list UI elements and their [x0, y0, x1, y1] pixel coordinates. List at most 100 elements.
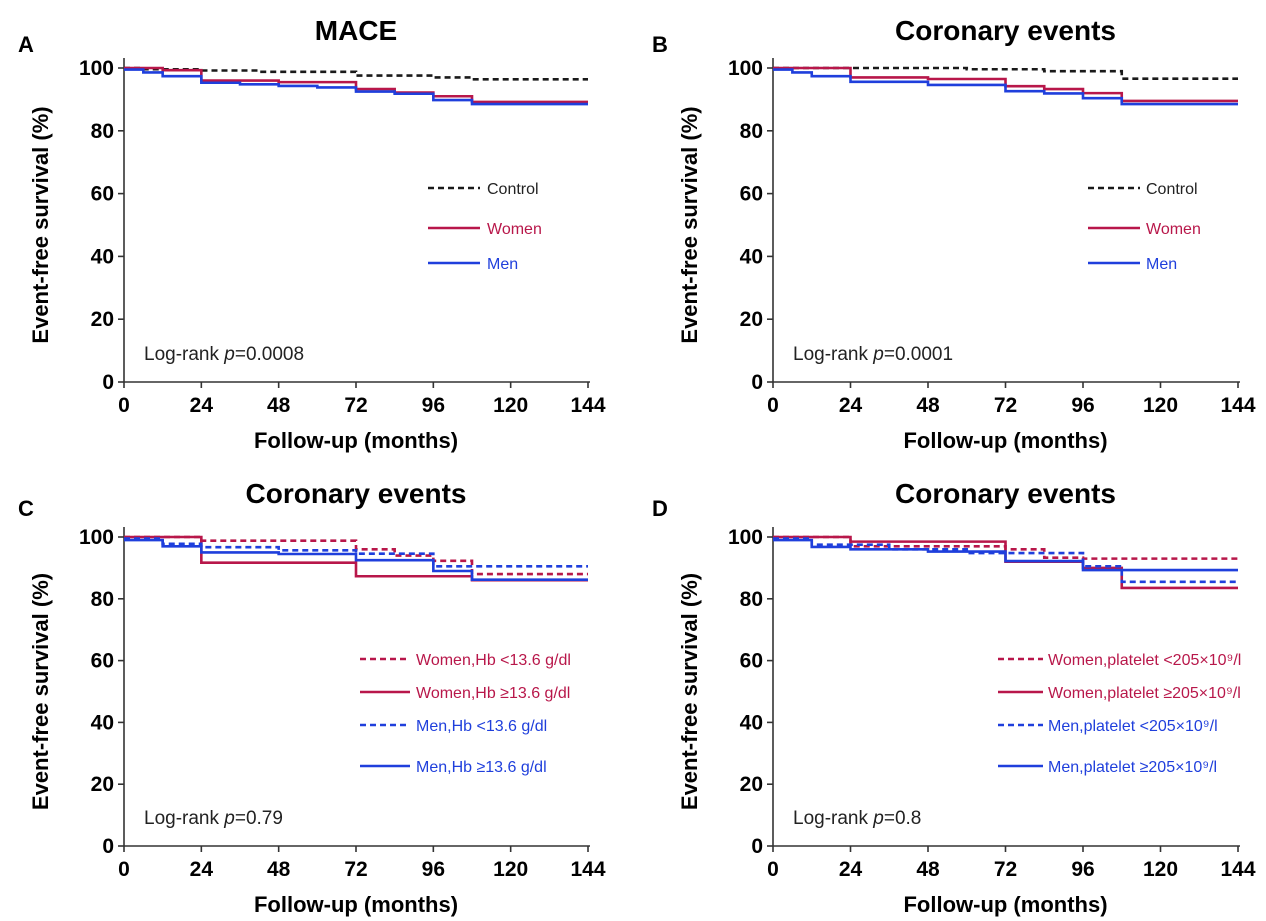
y-axis-label: Event-free survival (%): [28, 106, 53, 343]
series-line-men: [124, 68, 588, 106]
panel-a: A MACE 0 24 48 72 96 120 144 0 20 40 60 80 100 Follow-u…: [18, 15, 606, 453]
y-tick-label: 60: [740, 183, 763, 206]
y-tick-label: 100: [79, 57, 114, 80]
panel-d: D Coronary events 0 24 48 72 96 120 144 0 20 40 60 80…: [652, 478, 1256, 917]
series-line-men: [773, 68, 1238, 106]
y-tick-label: 40: [740, 245, 763, 268]
legend-label: Men: [1146, 256, 1177, 273]
legend-label: Control: [487, 181, 539, 198]
legend-label: Women,platelet ≥205×10⁹/l: [1048, 685, 1241, 702]
x-tick-label: 144: [1220, 858, 1255, 881]
log-rank-p: p: [223, 808, 235, 829]
panel-letter: A: [18, 32, 34, 57]
legend-label: Men: [487, 256, 518, 273]
x-tick-label: 120: [1143, 858, 1178, 881]
x-tick-label: 0: [767, 858, 779, 881]
y-tick-label: 100: [79, 526, 114, 549]
x-tick-label: 48: [267, 858, 291, 881]
series-line-women: [773, 66, 1238, 103]
legend-label: Men,platelet ≥205×10⁹/l: [1048, 759, 1217, 776]
x-tick-label: 72: [994, 858, 1017, 881]
y-tick-label: 0: [751, 835, 763, 858]
log-rank-value: =0.8: [884, 808, 922, 829]
y-tick-label: 0: [751, 371, 763, 394]
y-tick-label: 0: [102, 835, 114, 858]
log-rank-p: p: [223, 344, 235, 365]
x-tick-label: 48: [267, 394, 291, 417]
log-rank-value: =0.79: [235, 808, 283, 829]
legend-label: Men,Hb ≥13.6 g/dl: [416, 759, 547, 776]
x-tick-label: 0: [118, 858, 130, 881]
log-rank-annotation: Log-rank p=0.0001: [793, 344, 953, 365]
x-tick-label: 24: [839, 394, 863, 417]
y-tick-label: 100: [728, 526, 763, 549]
x-axis-label: Follow-up (months): [254, 428, 458, 453]
log-rank-prefix: Log-rank: [144, 344, 224, 365]
x-tick-label: 96: [1071, 858, 1094, 881]
log-rank-annotation: Log-rank p=0.0008: [144, 344, 304, 365]
log-rank-prefix: Log-rank: [793, 344, 873, 365]
legend-label: Women: [487, 221, 542, 238]
y-tick-label: 20: [740, 308, 763, 331]
series-line-men-hb-13-6-g-dl: [124, 538, 588, 581]
panel-letter: B: [652, 32, 668, 57]
y-tick-label: 20: [91, 773, 114, 796]
x-tick-label: 24: [190, 858, 214, 881]
legend-label: Women: [1146, 221, 1201, 238]
chart-title: MACE: [315, 15, 397, 46]
panel-c: C Coronary events 0 24 48 72 96 120 144 0 20 40 60 80…: [18, 478, 606, 917]
y-tick-label: 20: [91, 308, 114, 331]
series-line-women: [124, 66, 588, 104]
x-tick-label: 72: [344, 858, 367, 881]
chart-title: Coronary events: [895, 15, 1116, 46]
x-tick-label: 144: [1220, 394, 1255, 417]
x-tick-label: 0: [118, 394, 130, 417]
y-tick-label: 100: [728, 57, 763, 80]
x-tick-label: 96: [1071, 394, 1094, 417]
y-axis-label: Event-free survival (%): [28, 573, 53, 810]
x-tick-label: 144: [570, 858, 605, 881]
y-tick-label: 60: [740, 650, 763, 673]
log-rank-annotation: Log-rank p=0.79: [144, 808, 283, 829]
y-tick-label: 40: [740, 711, 763, 734]
y-tick-label: 40: [91, 711, 114, 734]
y-axis-label: Event-free survival (%): [677, 106, 702, 343]
y-tick-label: 80: [740, 588, 763, 611]
panel-b: B Coronary events 0 24 48 72 96 120 144 0 20 40 60 80…: [652, 15, 1256, 453]
x-tick-label: 144: [570, 394, 605, 417]
x-tick-label: 24: [190, 394, 214, 417]
x-tick-label: 96: [422, 394, 445, 417]
legend-label: Control: [1146, 181, 1198, 198]
x-tick-label: 72: [994, 394, 1017, 417]
y-tick-label: 0: [102, 371, 114, 394]
legend-label: Women,Hb ≥13.6 g/dl: [416, 685, 570, 702]
x-tick-label: 120: [1143, 394, 1178, 417]
log-rank-p: p: [872, 344, 884, 365]
log-rank-prefix: Log-rank: [793, 808, 873, 829]
legend-label: Men,Hb <13.6 g/dl: [416, 718, 547, 735]
y-tick-label: 60: [91, 650, 114, 673]
legend-label: Women,Hb <13.6 g/dl: [416, 652, 571, 669]
y-axis-label: Event-free survival (%): [677, 573, 702, 810]
y-tick-label: 40: [91, 245, 114, 268]
panel-letter: D: [652, 496, 668, 521]
y-tick-label: 80: [91, 120, 114, 143]
log-rank-annotation: Log-rank p=0.8: [793, 808, 921, 829]
panel-letter: C: [18, 496, 34, 521]
x-axis-label: Follow-up (months): [903, 892, 1107, 917]
y-tick-label: 80: [91, 588, 114, 611]
x-tick-label: 48: [916, 394, 940, 417]
x-tick-label: 0: [767, 394, 779, 417]
log-rank-value: =0.0001: [884, 344, 953, 365]
chart-title: Coronary events: [246, 478, 467, 509]
x-tick-label: 120: [493, 394, 528, 417]
x-tick-label: 96: [422, 858, 445, 881]
log-rank-prefix: Log-rank: [144, 808, 224, 829]
x-axis-label: Follow-up (months): [254, 892, 458, 917]
series-line-control: [773, 66, 1238, 80]
y-tick-label: 20: [740, 773, 763, 796]
chart-title: Coronary events: [895, 478, 1116, 509]
x-tick-label: 48: [916, 858, 940, 881]
x-tick-label: 24: [839, 858, 863, 881]
